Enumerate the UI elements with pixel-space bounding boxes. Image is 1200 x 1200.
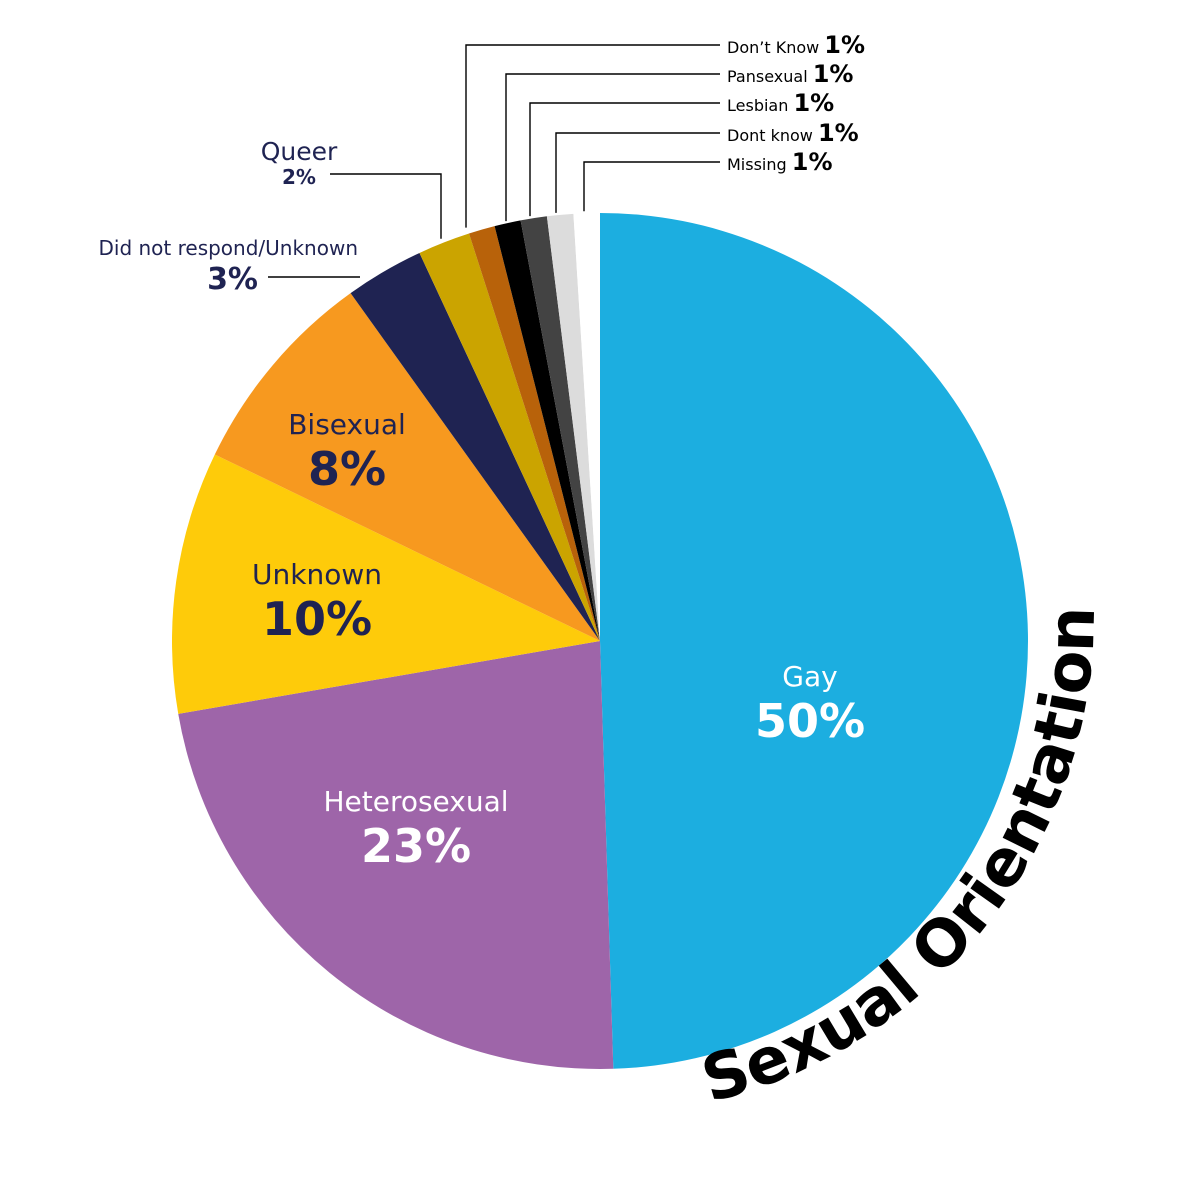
value-queer: 2%	[282, 165, 316, 189]
value-did-not-respond-unknown: 3%	[207, 262, 258, 297]
label-lesbian: Lesbian 1%	[727, 89, 834, 117]
label-heterosexual: Heterosexual	[323, 785, 508, 818]
leader-lesbian	[529, 102, 720, 217]
label-pansexual: Pansexual 1%	[727, 60, 853, 88]
label-bisexual: Bisexual	[288, 408, 406, 441]
slice-bisexual	[214, 293, 600, 641]
pie-slices	[171, 212, 1029, 1070]
label-dont-know: Dont know 1%	[727, 119, 859, 147]
leader-pansexual	[505, 73, 720, 222]
value-heterosexual: 23%	[361, 819, 471, 873]
slice-pansexual	[494, 220, 600, 641]
value-missing: 1%	[792, 148, 833, 176]
slice-unknown	[171, 454, 600, 714]
slice-did-not-respond-unknown	[350, 252, 600, 641]
label-unknown: Unknown	[252, 558, 382, 591]
slice-missing	[573, 213, 600, 641]
slice-don-t-know	[469, 226, 600, 641]
leader-lines	[268, 44, 720, 278]
label-queer: Queer	[261, 137, 338, 166]
value-gay: 50%	[755, 694, 865, 748]
label-name-lesbian: Lesbian	[727, 96, 793, 115]
slice-heterosexual	[178, 641, 614, 1070]
label-name-dont-know: Dont know	[727, 126, 818, 145]
leader-missing	[583, 161, 720, 212]
value-pansexual: 1%	[813, 60, 854, 88]
leader-queer	[330, 173, 442, 239]
label-don-t-know: Don’t Know 1%	[727, 31, 865, 59]
slice-lesbian	[520, 216, 600, 641]
value-lesbian: 1%	[793, 89, 834, 117]
label-name-missing: Missing	[727, 155, 792, 174]
slice-gay	[600, 212, 1029, 1069]
value-dont-know: 1%	[818, 119, 859, 147]
value-unknown: 10%	[262, 592, 372, 646]
label-name-pansexual: Pansexual	[727, 67, 813, 86]
value-don-t-know: 1%	[824, 31, 865, 59]
label-did-not-respond-unknown: Did not respond/Unknown	[98, 236, 358, 260]
label-name-don-t-know: Don’t Know	[727, 38, 824, 57]
label-gay: Gay	[782, 660, 837, 693]
leader-dont-know	[555, 132, 720, 213]
leader-don-t-know	[465, 44, 720, 228]
label-missing: Missing 1%	[727, 148, 833, 176]
slice-dont-know	[546, 213, 600, 641]
value-bisexual: 8%	[308, 442, 386, 496]
slice-queer	[419, 233, 600, 641]
